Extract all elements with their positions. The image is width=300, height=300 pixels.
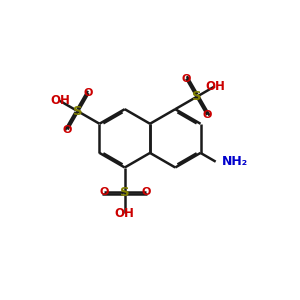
Text: O: O: [63, 124, 72, 134]
Text: OH: OH: [115, 207, 135, 220]
Text: O: O: [84, 88, 93, 98]
Text: O: O: [99, 187, 108, 197]
Text: O: O: [182, 74, 191, 84]
Text: OH: OH: [205, 80, 225, 93]
Text: S: S: [192, 90, 202, 103]
Text: OH: OH: [50, 94, 70, 107]
Text: S: S: [120, 186, 130, 199]
Text: O: O: [202, 110, 212, 120]
Text: O: O: [141, 187, 150, 197]
Text: S: S: [73, 105, 83, 118]
Text: NH₂: NH₂: [222, 155, 248, 168]
